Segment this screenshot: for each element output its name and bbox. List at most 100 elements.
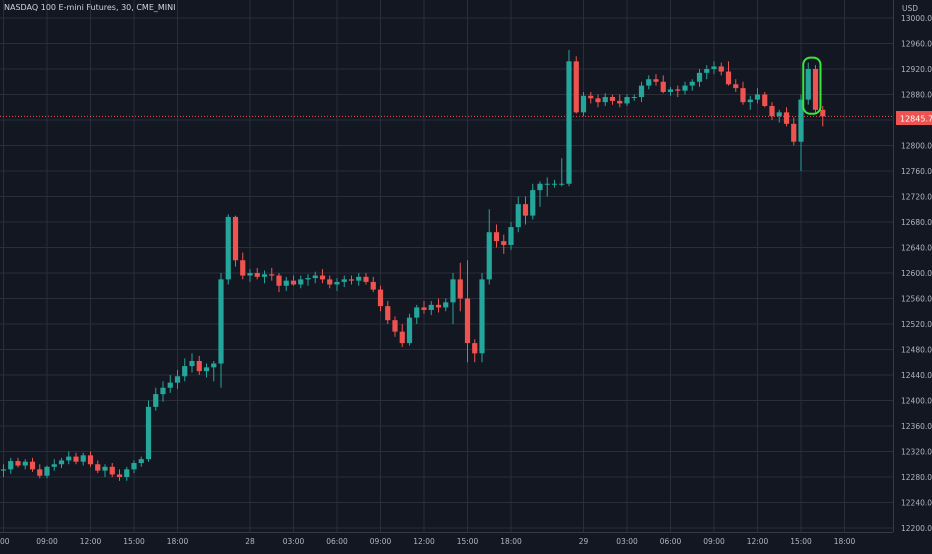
candle[interactable]	[421, 301, 427, 314]
candle[interactable]	[8, 457, 14, 474]
candle[interactable]	[812, 65, 819, 113]
candle[interactable]	[667, 86, 674, 96]
candle[interactable]	[247, 269, 253, 282]
candle[interactable]	[44, 465, 50, 479]
candle[interactable]	[66, 451, 72, 465]
candle[interactable]	[573, 56, 579, 114]
candle[interactable]	[515, 196, 521, 233]
candle[interactable]	[675, 85, 681, 98]
candle[interactable]	[334, 278, 340, 291]
candle[interactable]	[399, 324, 405, 347]
candle[interactable]	[363, 273, 369, 285]
candle[interactable]	[725, 61, 732, 86]
candle[interactable]	[805, 62, 811, 105]
candle[interactable]	[37, 464, 43, 479]
candle[interactable]	[798, 94, 804, 172]
candle[interactable]	[501, 234, 507, 254]
candle[interactable]	[435, 298, 442, 313]
candle[interactable]	[211, 360, 217, 382]
candle[interactable]	[0, 464, 7, 477]
candle[interactable]	[740, 81, 746, 105]
candle[interactable]	[624, 94, 630, 106]
candle[interactable]	[595, 94, 601, 108]
candle[interactable]	[493, 224, 500, 248]
candle[interactable]	[653, 74, 659, 86]
candle[interactable]	[109, 462, 115, 477]
candle[interactable]	[559, 158, 565, 187]
candle[interactable]	[225, 214, 231, 285]
candle[interactable]	[464, 260, 471, 363]
candle[interactable]	[711, 61, 717, 75]
candle[interactable]	[290, 275, 297, 286]
candle[interactable]	[153, 387, 159, 411]
candle[interactable]	[15, 457, 21, 468]
candle[interactable]	[769, 102, 775, 120]
candle[interactable]	[356, 273, 362, 286]
candle[interactable]	[617, 94, 623, 108]
candle[interactable]	[341, 275, 347, 288]
candle[interactable]	[450, 273, 456, 324]
candle[interactable]	[457, 262, 463, 312]
candle[interactable]	[305, 274, 311, 286]
candle[interactable]	[87, 451, 94, 467]
candle[interactable]	[754, 88, 761, 104]
candle[interactable]	[58, 457, 65, 469]
candle[interactable]	[472, 339, 478, 363]
candle[interactable]	[240, 252, 246, 280]
candle[interactable]	[791, 117, 797, 146]
candle[interactable]	[51, 459, 57, 471]
candle[interactable]	[348, 275, 355, 285]
candle[interactable]	[646, 75, 652, 90]
candle[interactable]	[167, 375, 173, 393]
candle[interactable]	[406, 313, 413, 346]
candle[interactable]	[29, 457, 36, 472]
candle[interactable]	[203, 363, 210, 378]
candle[interactable]	[762, 91, 768, 108]
candle[interactable]	[508, 222, 514, 251]
candle[interactable]	[602, 93, 608, 106]
candle[interactable]	[588, 91, 594, 104]
candle[interactable]	[638, 81, 645, 103]
candle[interactable]	[682, 81, 688, 95]
candle[interactable]	[385, 301, 391, 324]
candle[interactable]	[298, 275, 304, 289]
candle[interactable]	[131, 460, 137, 474]
candle[interactable]	[443, 298, 449, 312]
candle[interactable]	[182, 358, 188, 382]
candle[interactable]	[747, 95, 753, 110]
candle[interactable]	[392, 316, 398, 337]
candle[interactable]	[696, 69, 703, 87]
candle[interactable]	[609, 94, 616, 105]
candle[interactable]	[820, 105, 826, 127]
candle[interactable]	[544, 177, 550, 197]
candle[interactable]	[479, 273, 485, 363]
candle[interactable]	[530, 183, 536, 220]
candle[interactable]	[102, 464, 108, 477]
candle[interactable]	[486, 209, 492, 285]
candle[interactable]	[377, 285, 384, 312]
candle[interactable]	[283, 276, 289, 291]
candle[interactable]	[261, 270, 268, 284]
candle[interactable]	[80, 452, 86, 466]
candle[interactable]	[704, 65, 710, 80]
candle[interactable]	[95, 460, 101, 474]
candle[interactable]	[551, 179, 558, 188]
time-axis[interactable]: :00 09:00 12:00 15:00 18:00 28 03:00 06:00 09:00…	[0, 537, 856, 546]
candles[interactable]	[0, 49, 826, 481]
candle[interactable]	[124, 466, 130, 481]
candle[interactable]	[73, 452, 79, 465]
candle[interactable]	[566, 49, 572, 187]
candle[interactable]	[718, 62, 724, 76]
candle[interactable]	[189, 353, 195, 373]
candle[interactable]	[522, 196, 529, 225]
candle[interactable]	[327, 275, 333, 289]
candle[interactable]	[218, 273, 224, 388]
candle[interactable]	[370, 276, 376, 293]
candle[interactable]	[232, 215, 239, 267]
candle[interactable]	[776, 109, 782, 123]
candle[interactable]	[116, 469, 123, 481]
candle[interactable]	[138, 456, 144, 467]
candle[interactable]	[428, 301, 434, 316]
